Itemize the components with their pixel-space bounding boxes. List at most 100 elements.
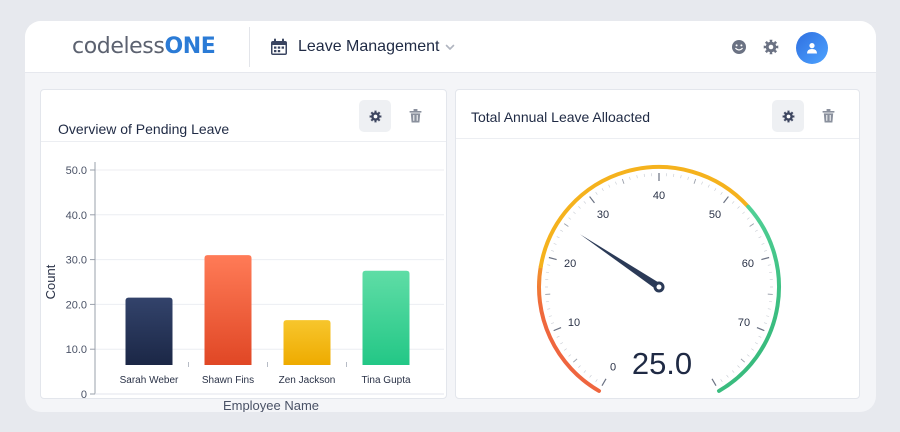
pending-leave-card: Overview of Pending Leave 0 10.0 20.0 30.0 4… [40,89,447,412]
gauge-tick [578,206,581,209]
gauge-tick [761,243,765,245]
smile-icon[interactable] [731,39,747,55]
gauge-band-red [537,264,601,393]
gauge-tick [742,211,745,215]
card-delete-button[interactable] [812,100,844,132]
gauge-band-yellow [538,165,751,269]
gauge-tick [714,188,717,192]
card-title: Total Annual Leave Alloacted [471,109,651,125]
gauge-tick [701,181,703,185]
gauge-tick [693,178,697,184]
trash-icon [409,109,421,123]
calendar-icon [271,38,287,55]
trash-icon [822,109,834,123]
logo-text-accent: ONE [164,34,216,59]
gauge-tick [621,178,625,184]
gauge-tick [548,256,557,261]
y-axis-title: Count [43,264,58,299]
annual-leave-card: Total Annual Leave Alloacted 0 10 20 30 40 50… [455,89,860,399]
y-tick-label: 0 [81,389,87,401]
user-avatar-button[interactable] [796,32,828,64]
gauge-tick [737,206,740,209]
gauge-tick [595,379,598,382]
x-tick-label: Zen Jackson [279,375,336,386]
gauge-tick [761,256,770,261]
gauge-tick [568,217,572,220]
gear-icon [782,110,794,122]
card-title: Overview of Pending Leave [58,121,230,137]
gauge-tick [687,176,689,180]
gauge-tick [556,236,560,239]
gauge-needle [580,234,662,290]
gauge-tick [746,354,750,357]
gauge-tick [583,201,587,204]
logo-text-primary: codeless [72,34,165,59]
gauge-tick [758,335,762,338]
gauge-tick [726,374,729,378]
gauge-tick [720,379,723,382]
gauge-tick [589,374,592,378]
card-delete-button[interactable] [399,100,431,132]
gauge-tick-label: 70 [738,317,750,329]
gauge-tick [601,378,607,387]
gauge-tick [560,229,564,232]
gauge-tick [573,211,576,215]
x-axis-title: Employee Name [223,398,319,412]
gauge-tick [764,322,768,324]
gauge-tick [758,236,762,239]
app-window: codelessONE Leave Management [25,21,876,412]
gauge-tick [754,229,758,232]
gauge-tick-label: 60 [742,258,754,270]
gauge-tick [749,223,755,227]
gauge-tick [629,176,631,180]
gauge-tick [767,308,771,310]
bar [204,255,252,365]
gauge-tick [578,365,581,368]
gauge-tick [601,188,604,192]
x-tick-label: Shawn Fins [202,375,254,386]
gauge-tick [563,223,569,227]
gauge-tick [550,322,554,324]
gauge-tick [615,181,617,185]
gauge-tick [740,358,746,363]
gauge-tick [751,348,754,351]
gauge-tick-label: 10 [568,317,580,329]
gauge-tick [564,348,567,351]
header-divider [249,27,250,67]
gauge-tick-label: 0 [610,362,616,374]
gauge-tick [553,243,557,245]
card-divider [456,138,859,139]
card-settings-button[interactable] [772,100,804,132]
gauge-band-green [717,204,781,393]
gauge-tick-label: 50 [709,209,721,221]
gauge-tick [560,342,564,345]
gauge-tick [707,184,710,188]
gauge-tick [608,184,611,188]
brand-logo[interactable]: codelessONE [72,33,216,61]
gauge-tick [636,175,638,179]
app-title[interactable]: Leave Management [298,38,440,55]
gauge-tick [723,196,729,204]
gauge-tick [711,378,717,387]
bar [283,320,331,365]
gauge-tick [731,201,735,204]
gauge-needle-hub-center [656,284,662,290]
annual-leave-gauge: 0 10 20 30 40 50 60 70 25.0 [537,165,781,393]
gauge-tick-label: 20 [564,258,576,270]
gauge-value: 25.0 [632,346,692,381]
gauge-tick [568,354,572,357]
gauge-tick [720,192,723,195]
gauge-tick [764,250,768,252]
chevron-down-icon[interactable] [445,42,455,52]
pending-leave-bar-chart: 0 10.0 20.0 30.0 40.0 50.0 Sarah Weber Shawn Fi… [43,162,444,412]
gauge-tick [589,196,595,204]
x-tick-label: Tina Gupta [361,375,411,386]
gear-icon[interactable] [763,39,779,55]
y-tick-label: 30.0 [66,255,87,267]
y-tick-label: 40.0 [66,210,87,222]
gauge-tick [547,264,551,266]
gauge-tick [737,365,740,368]
card-settings-button[interactable] [359,100,391,132]
gauge-tick [746,217,750,220]
gauge-tick [550,250,554,252]
